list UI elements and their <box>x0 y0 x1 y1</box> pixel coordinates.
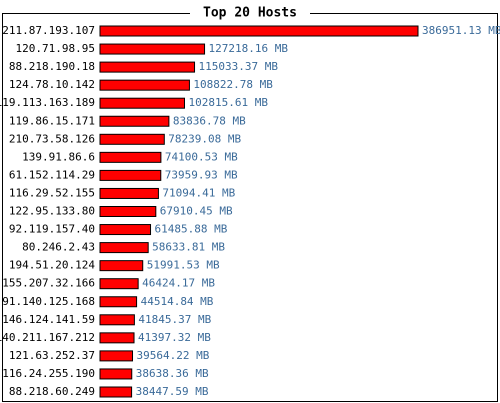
category-label: 88.218.190.18 <box>9 60 95 73</box>
value-label: 39564.22 MB <box>137 349 210 362</box>
value-label: 74100.53 MB <box>165 150 238 163</box>
category-label: 119.86.15.171 <box>9 114 95 127</box>
value-label: 51991.53 MB <box>147 259 220 272</box>
category-label: 121.63.252.37 <box>9 349 95 362</box>
category-label: 146.124.141.59 <box>2 313 95 326</box>
value-label: 127218.16 MB <box>209 42 289 55</box>
category-label: 80.246.2.43 <box>22 241 95 254</box>
bar <box>99 187 159 199</box>
category-label: 211.87.193.107 <box>2 24 95 37</box>
category-label: 92.119.157.40 <box>9 223 95 236</box>
bar <box>99 133 165 145</box>
bar <box>99 260 144 272</box>
bar <box>99 368 133 380</box>
category-label: 116.24.255.190 <box>2 367 95 380</box>
bar <box>99 79 190 91</box>
bar <box>99 350 134 362</box>
bar <box>99 206 157 217</box>
category-label: 61.152.114.29 <box>9 168 95 181</box>
value-label: 61485.88 MB <box>155 223 228 236</box>
bar <box>99 242 149 254</box>
bar <box>99 169 162 181</box>
category-label: 91.140.125.168 <box>2 295 95 308</box>
title-background <box>190 6 310 20</box>
category-label: 88.218.60.249 <box>9 385 95 398</box>
value-label: 71094.41 MB <box>162 186 235 199</box>
category-label: 124.78.10.142 <box>9 78 95 91</box>
category-label: 122.95.133.80 <box>9 205 95 218</box>
category-label: 140.211.167.212 <box>0 331 95 344</box>
value-label: 41845.37 MB <box>138 313 211 326</box>
bar <box>99 314 135 326</box>
value-label: 38638.36 MB <box>136 367 209 380</box>
bar <box>99 115 170 127</box>
bar <box>99 296 138 308</box>
bar <box>99 43 206 55</box>
chart-title: Top 20 Hosts <box>203 6 297 21</box>
bar <box>99 332 135 344</box>
value-label: 58633.81 MB <box>152 241 225 254</box>
category-label: 119.113.163.189 <box>0 96 95 109</box>
value-label: 108822.78 MB <box>193 78 273 91</box>
category-label: 116.29.52.155 <box>9 186 95 199</box>
value-label: 46424.17 MB <box>142 277 215 290</box>
value-label: 44514.84 MB <box>141 295 214 308</box>
value-label: 67910.45 MB <box>160 205 233 218</box>
bar <box>99 97 185 109</box>
category-label: 120.71.98.95 <box>16 42 95 55</box>
value-label: 41397.32 MB <box>138 331 211 344</box>
category-label: 155.207.32.166 <box>2 277 95 290</box>
category-label: 210.73.58.126 <box>9 132 95 145</box>
category-label: 139.91.86.6 <box>22 150 95 163</box>
bar <box>99 25 419 37</box>
bar <box>99 278 139 290</box>
bar <box>99 224 152 236</box>
category-label: 194.51.20.124 <box>9 259 95 272</box>
bar <box>99 386 133 398</box>
value-label: 115033.37 MB <box>199 60 279 73</box>
value-label: 73959.93 MB <box>165 168 238 181</box>
value-label: 78239.08 MB <box>168 132 241 145</box>
value-label: 102815.61 MB <box>188 96 268 109</box>
bar <box>99 61 196 73</box>
bar <box>99 151 162 163</box>
value-label: 38447.59 MB <box>136 385 209 398</box>
value-label: 386951.13 MB <box>422 24 500 37</box>
value-label: 83836.78 MB <box>173 114 246 127</box>
